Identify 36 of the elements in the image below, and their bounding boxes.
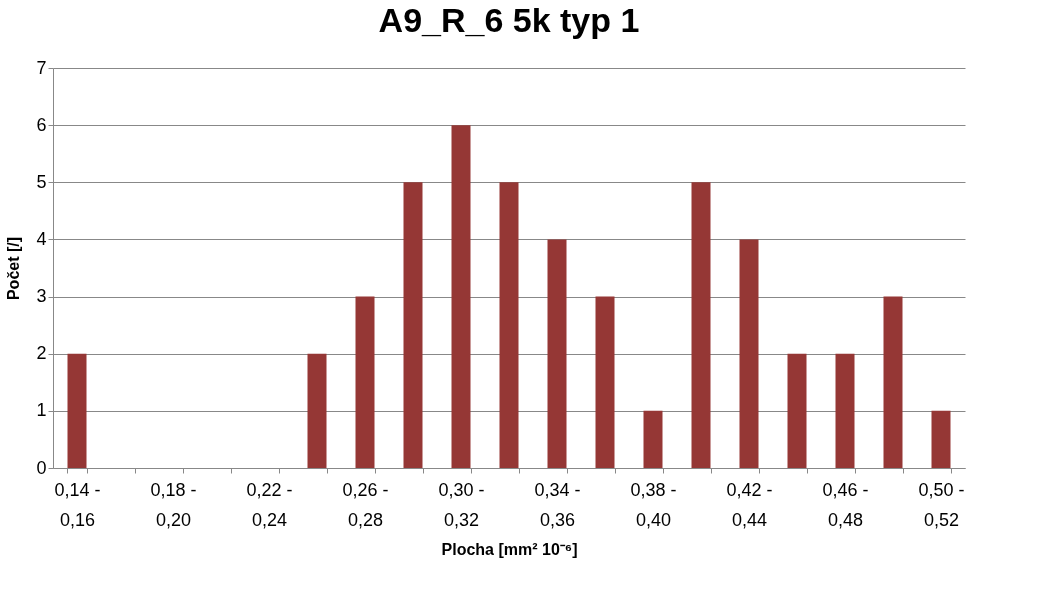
x-tick-label: 0,14 - 0,16 bbox=[54, 479, 101, 530]
y-tick-label: 2 bbox=[36, 343, 47, 364]
y-tick-label: 3 bbox=[36, 286, 47, 307]
bar bbox=[835, 353, 855, 468]
bar bbox=[355, 296, 375, 468]
x-axis-title: Plocha [mm² 10⁻⁶] bbox=[441, 540, 578, 558]
x-tick-label: 0,38 - 0,40 bbox=[630, 479, 677, 530]
bar bbox=[931, 410, 951, 468]
chart-title: A9_R_6 5k typ 1 bbox=[378, 1, 640, 39]
x-tick-label: 0,50 - 0,52 bbox=[918, 479, 965, 530]
bar bbox=[547, 239, 567, 468]
y-tick-label: 5 bbox=[36, 171, 47, 192]
bar bbox=[67, 353, 87, 468]
bar bbox=[883, 296, 903, 468]
y-tick-label: 1 bbox=[36, 400, 47, 421]
bar bbox=[595, 296, 615, 468]
x-tick-label: 0,34 - 0,36 bbox=[534, 479, 581, 530]
y-tick-label: 6 bbox=[36, 114, 47, 135]
x-tick-label: 0,42 - 0,44 bbox=[726, 479, 773, 530]
x-tick-label: 0,22 - 0,24 bbox=[246, 479, 293, 530]
bar bbox=[691, 182, 711, 468]
y-axis-title: Počet [/] bbox=[5, 236, 23, 301]
bar bbox=[307, 353, 327, 468]
bar bbox=[499, 182, 519, 468]
bar bbox=[403, 182, 423, 468]
y-tick-label: 7 bbox=[36, 57, 47, 78]
y-tick-label: 0 bbox=[36, 457, 47, 478]
bar bbox=[739, 239, 759, 468]
bar bbox=[451, 125, 471, 468]
x-tick-label: 0,26 - 0,28 bbox=[342, 479, 389, 530]
y-tick-label: 4 bbox=[36, 228, 47, 249]
x-tick-label: 0,30 - 0,32 bbox=[438, 479, 485, 530]
x-tick-label: 0,46 - 0,48 bbox=[822, 479, 869, 530]
bar bbox=[643, 410, 663, 468]
bar bbox=[787, 353, 807, 468]
x-tick-label: 0,18 - 0,20 bbox=[150, 479, 197, 530]
